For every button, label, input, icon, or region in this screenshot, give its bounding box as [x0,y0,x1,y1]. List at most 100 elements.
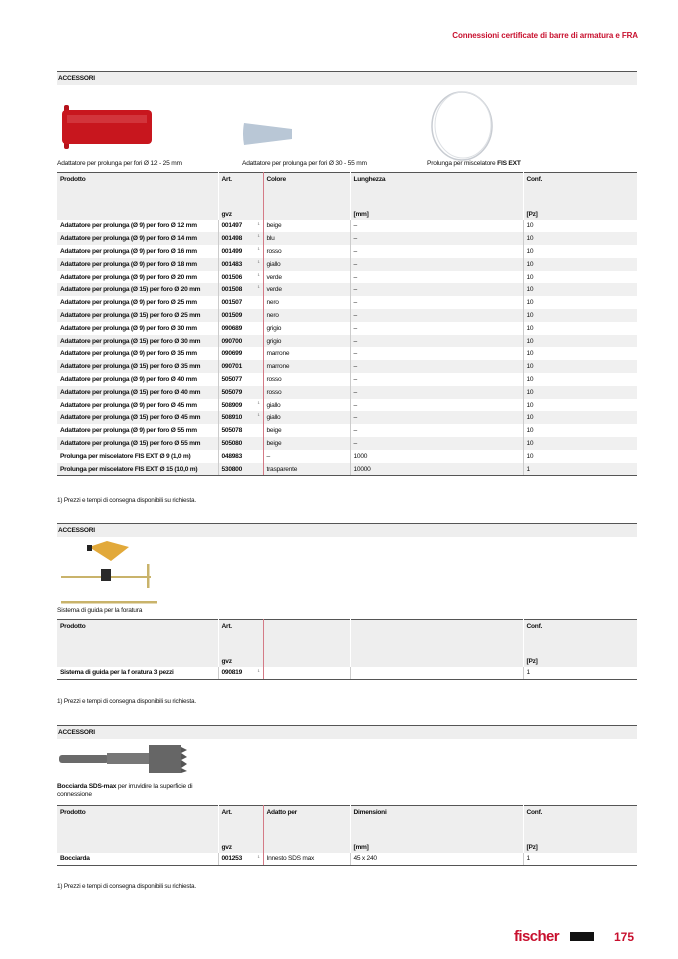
table-row: Adattatore per prolunga (Ø 9) per foro Ø… [57,270,637,284]
article-cell-text: 090700 [221,337,243,345]
col4-cell: – [350,321,524,335]
col4-cell-text: – [353,286,358,294]
column-label: Art. [221,623,233,630]
accessories-section-3: ACCESSORI Bocciarda SDS-max per irruvidi… [57,725,637,895]
article-cell: 001253 1 [218,852,264,867]
article-cell-text: 505078 [221,427,243,435]
col3-cell-text: trasparente [266,465,298,473]
product-cell: Adattatore per prolunga (Ø 15) per foro … [57,334,219,348]
table-row: Prolunga per miscelatore FIS EXT Ø 9 (1,… [57,449,637,463]
pack-cell-text: 10 [526,388,534,396]
column-label: Prodotto [60,176,86,183]
col4-cell-text: – [353,299,358,307]
col4-cell: 1000 [350,449,524,463]
col4-cell-text: – [353,414,358,422]
footnote-marker: 1 [257,284,260,290]
product-cell-text: Bocciarda [60,855,90,863]
col3-cell: verde [263,283,351,297]
column-unit: [Pz] [526,210,538,218]
article-cell: 505080 [218,437,264,450]
col4-cell-text: – [353,222,358,230]
col3-cell: Innesto SDS max [263,852,351,867]
column-header: Conf. [Pz] [523,172,637,220]
product-table: Prodotto Art. gvz Adatto per Dimensioni [mm] C… [57,805,637,867]
col4-cell: – [350,360,524,374]
table-row: Adattatore per prolunga (Ø 9) per foro Ø… [57,219,637,233]
col3-cell [263,666,351,681]
article-cell-text: 505079 [221,388,243,396]
product-cell: Adattatore per prolunga (Ø 9) per foro Ø… [57,321,219,335]
column-label: Dimensioni [353,809,387,816]
col3-cell-text: blu [266,235,275,243]
caption-bush-hammer: Bocciarda SDS-max per irruvidire la supe… [57,783,193,798]
article-cell: 090699 [218,347,264,361]
article-cell-text: 090699 [221,350,243,358]
product-cell: Adattatore per prolunga (Ø 15) per foro … [57,385,219,399]
article-cell-text: 001508 [221,286,243,294]
col3-cell: giallo [263,411,351,425]
column-header: Art. gvz [218,805,264,853]
product-cell-text: Adattatore per prolunga (Ø 15) per foro … [60,337,201,345]
col3-cell-text: nero [266,311,279,319]
footnote-marker: 1 [257,233,260,239]
column-label: Adatto per [266,809,298,816]
article-cell: 090701 [218,360,264,374]
column-label: Conf. [526,176,543,183]
column-header [263,619,351,667]
pack-cell-text: 10 [526,363,534,371]
col4-cell: – [350,373,524,386]
col4-cell-text: – [353,311,358,319]
article-cell: 001507 [218,296,264,310]
red-adapter-image [62,105,152,149]
table-row: Adattatore per prolunga (Ø 9) per foro Ø… [57,245,637,258]
footnote-marker: 1 [257,258,260,264]
col4-cell-text: – [353,427,358,435]
product-cell: Adattatore per prolunga (Ø 9) per foro Ø… [57,296,219,310]
col4-cell: – [350,347,524,361]
col4-cell-text: – [353,324,358,332]
table-row: Adattatore per prolunga (Ø 15) per foro … [57,283,637,297]
table-row: Adattatore per prolunga (Ø 9) per foro Ø… [57,373,637,386]
grey-adapter-image [243,123,292,145]
article-cell: 505078 [218,424,264,438]
product-cell: Adattatore per prolunga (Ø 9) per foro Ø… [57,232,219,246]
table-row: Adattatore per prolunga (Ø 9) per foro Ø… [57,257,637,271]
col3-cell-text: verde [266,273,283,281]
bush-hammer-bit-image [59,745,187,773]
product-cell-text: Adattatore per prolunga (Ø 15) per foro … [60,311,201,319]
col4-cell [350,666,524,681]
pack-cell-text: 1 [526,669,531,677]
column-label: Colore [266,176,287,183]
column-header: Colore [263,172,351,220]
col4-cell-text: – [353,363,358,371]
article-cell-text: 001509 [221,311,243,319]
product-cell: Adattatore per prolunga (Ø 9) per foro Ø… [57,270,219,284]
col4-cell: – [350,245,524,258]
col4-cell: – [350,334,524,348]
pack-cell: 10 [523,245,637,258]
pack-cell: 10 [523,385,637,399]
table-row: Adattatore per prolunga (Ø 15) per foro … [57,309,637,322]
product-cell-text: Prolunga per miscelatore FIS EXT Ø 15 (1… [60,465,198,473]
column-header: Prodotto [57,172,219,220]
table-row: Adattatore per prolunga (Ø 15) per foro … [57,437,637,450]
footnote-marker: 1 [257,412,260,418]
article-cell-text: 048983 [221,452,243,460]
col4-cell: – [350,437,524,450]
pack-cell: 10 [523,322,637,335]
pack-cell: 10 [523,271,637,284]
article-cell: 048983 [218,449,264,463]
article-cell: 508910 1 [218,411,264,425]
product-cell: Adattatore per prolunga (Ø 9) per foro Ø… [57,424,219,438]
column-unit: gvz [221,210,233,218]
pack-cell-text: 10 [526,414,534,422]
footnote-marker: 1 [257,246,260,252]
article-cell: 508909 1 [218,398,264,412]
product-cell: Adattatore per prolunga (Ø 15) per foro … [57,411,219,425]
product-cell: Adattatore per prolunga (Ø 9) per foro Ø… [57,219,219,233]
col3-cell: trasparente [263,462,351,477]
article-cell: 001499 1 [218,245,264,258]
pack-cell-text: 10 [526,350,534,358]
page-header-title: Connessioni certificate di barre di arma… [452,31,638,40]
col3-cell-text: rosso [266,388,282,396]
